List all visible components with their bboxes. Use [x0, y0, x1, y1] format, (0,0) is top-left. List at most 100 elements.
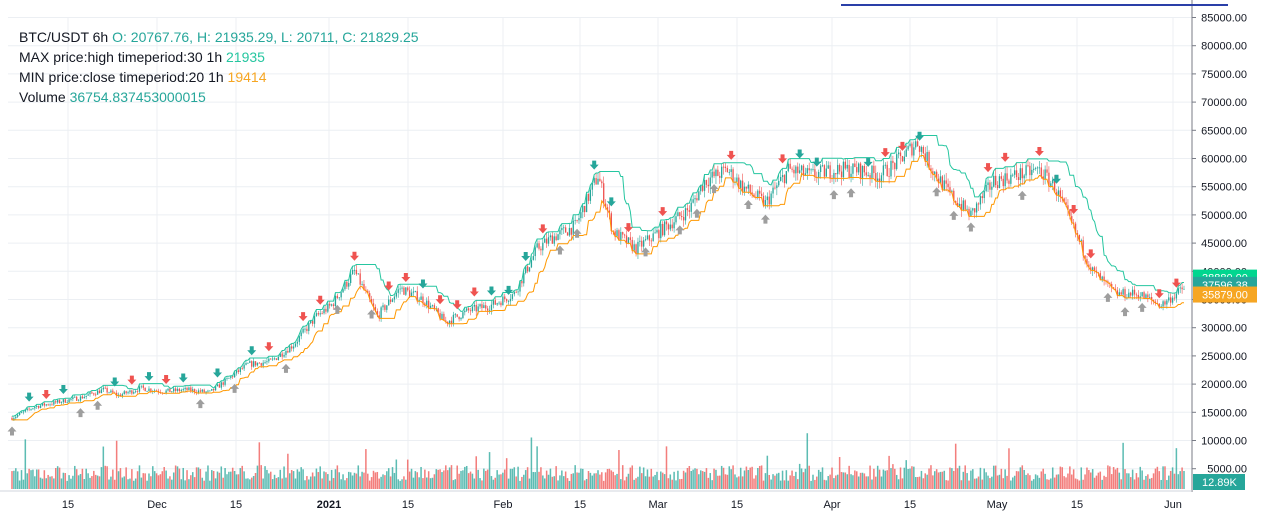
volume-bar: [336, 465, 339, 489]
volume-bar: [673, 471, 675, 489]
candle-body: [348, 283, 350, 287]
volume-bar: [618, 450, 620, 489]
candle-body: [819, 165, 822, 173]
volume-bar: [1109, 466, 1111, 489]
volume-bar: [134, 478, 137, 489]
volume-bar: [1147, 474, 1149, 489]
volume-bar: [462, 470, 464, 489]
candle-body: [422, 296, 424, 304]
volume-bar: [292, 471, 295, 489]
volume-bar: [309, 476, 312, 489]
up-arrow-marker: [829, 190, 839, 200]
candle-body: [916, 141, 919, 147]
volume-bar: [857, 476, 860, 489]
candle-body: [930, 168, 932, 172]
volume-bar: [395, 459, 398, 489]
volume-bar: [764, 473, 767, 489]
candle-body: [1114, 288, 1117, 291]
volume-bar: [287, 453, 289, 489]
volume-bar: [831, 467, 833, 489]
candle-body: [13, 418, 15, 420]
x-tick-label: 15: [62, 499, 74, 511]
volume-bar: [298, 471, 301, 489]
candle-body: [812, 169, 814, 170]
candle-body: [283, 354, 285, 357]
candle-body: [171, 391, 173, 393]
candle-body: [519, 280, 521, 292]
candle-body: [216, 384, 219, 387]
candle-body: [983, 190, 985, 199]
volume-bar: [1063, 476, 1065, 489]
candle-body: [509, 298, 512, 302]
up-arrow-marker: [572, 228, 582, 238]
candle-body: [660, 223, 662, 239]
candle-body: [871, 165, 873, 178]
candle-body: [1164, 301, 1166, 305]
candle-body: [854, 163, 856, 168]
down-arrow-marker: [486, 286, 496, 296]
up-arrow-marker: [1017, 190, 1027, 200]
volume-bar: [464, 466, 466, 489]
volume-bar: [736, 477, 738, 489]
volume-bar: [886, 470, 888, 489]
volume-bar: [1110, 474, 1113, 489]
volume-bar: [1129, 477, 1132, 489]
candle-body: [894, 163, 896, 170]
volume-bar: [1168, 475, 1170, 489]
candle-body: [201, 389, 203, 392]
candle-body: [532, 256, 534, 260]
candle-body: [585, 193, 588, 213]
candle-body: [338, 297, 340, 299]
candle-body: [553, 236, 555, 244]
legend-max-value: 21935: [226, 49, 265, 65]
candle-body: [608, 210, 611, 214]
volume-bar: [422, 478, 424, 489]
volume-bar: [743, 470, 746, 489]
candle-body: [977, 203, 980, 205]
candle-body: [1120, 292, 1122, 295]
candle-body: [1086, 259, 1088, 265]
candle-body: [302, 329, 304, 333]
candle-body: [799, 170, 801, 173]
volume-bar: [83, 479, 86, 489]
candle-body: [1052, 179, 1054, 184]
candle-body: [1071, 216, 1073, 223]
grid-lines: [8, 17, 1196, 489]
candle-body: [405, 287, 407, 295]
candle-body: [778, 180, 780, 186]
volume-bar: [791, 470, 793, 489]
volume-bar: [825, 480, 828, 489]
volume-bar: [1177, 474, 1180, 489]
volume-bar: [816, 476, 818, 489]
volume-bar: [416, 472, 419, 489]
candle-body: [675, 216, 677, 223]
down-arrow-marker: [401, 272, 411, 282]
candle-body: [332, 304, 335, 307]
candle-body: [787, 163, 789, 172]
volume-bar: [1143, 479, 1145, 489]
candle-body: [230, 376, 232, 378]
candle-body: [22, 411, 25, 413]
volume-bar: [755, 475, 757, 489]
volume-bar: [604, 472, 607, 489]
candle-body: [584, 206, 586, 213]
volume-bar: [138, 465, 141, 489]
volume-bar: [688, 465, 691, 489]
volume-bar: [597, 470, 599, 489]
volume-bar: [190, 475, 192, 489]
volume-bar: [905, 460, 907, 489]
volume-bar: [762, 480, 765, 489]
candle-body: [184, 387, 186, 390]
volume-bar: [344, 480, 346, 489]
candle-body: [757, 190, 759, 198]
volume-bar: [1093, 477, 1096, 489]
candle-body: [176, 388, 179, 391]
volume-bar: [914, 477, 917, 489]
candle-body: [1029, 165, 1031, 176]
volume-bar: [1015, 471, 1018, 489]
volume-bar: [989, 478, 991, 489]
candle-body: [1112, 287, 1115, 289]
volume-bar: [315, 468, 318, 489]
volume-bar: [789, 475, 791, 489]
